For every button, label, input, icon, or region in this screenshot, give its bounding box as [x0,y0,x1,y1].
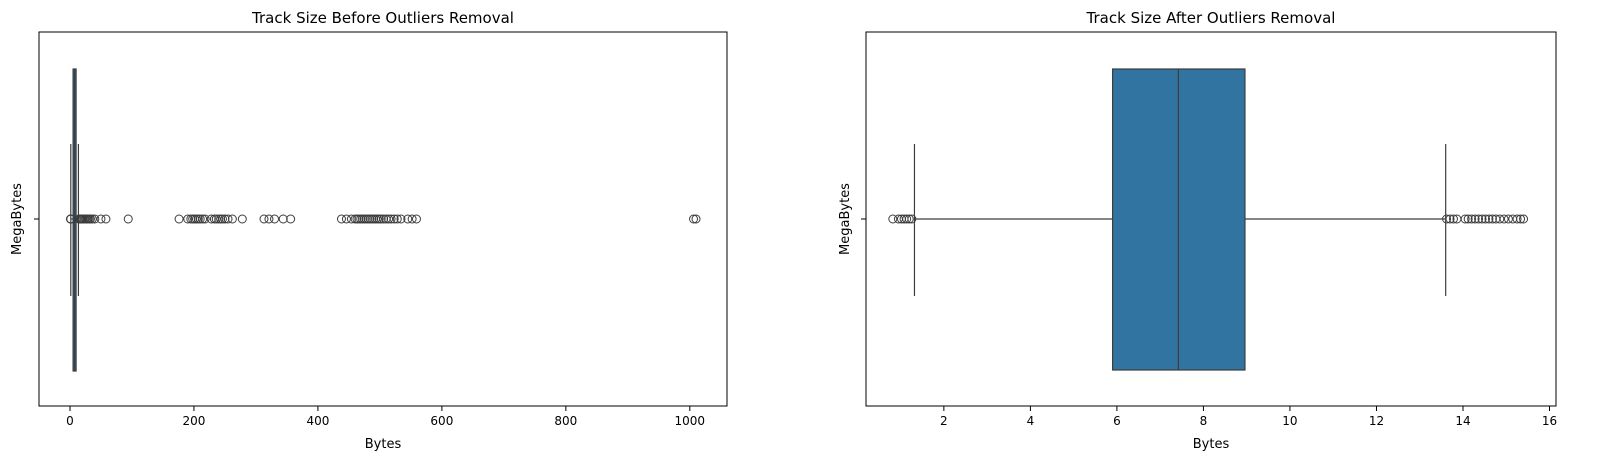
x-tick-label: 8 [1200,414,1208,428]
outlier-point [200,214,210,224]
plot-frame [38,31,728,407]
outlier-point [220,214,230,224]
outlier-point [1519,214,1529,224]
outlier-point [90,214,100,224]
outlier-point [270,214,280,224]
outlier-point [183,214,193,224]
outlier-point [1477,214,1487,224]
outlier-point [691,214,701,224]
outlier-point [376,214,386,224]
x-tick-label: 16 [1542,414,1557,428]
outlier-point [1503,214,1513,224]
outlier-point [379,214,389,224]
outlier-point [1445,214,1455,224]
outlier-point [384,214,394,224]
x-tick-label: 600 [430,414,453,428]
outlier-point [1470,214,1480,224]
x-tick-label: 400 [306,414,329,428]
x-tick-label: 12 [1369,414,1384,428]
x-tick-label: 14 [1455,414,1470,428]
x-tick-label: 2 [940,414,948,428]
outlier-point [396,214,406,224]
x-tick-label: 0 [66,414,74,428]
plot-marks: 0 200 400 600 800 1000 [34,68,706,428]
x-axis-label: Bytes [365,437,402,452]
outlier-point [1484,214,1494,224]
x-tick-label: 10 [1282,414,1297,428]
outlier-point [1474,214,1484,224]
outlier-point [174,214,184,224]
outlier-point [1448,214,1458,224]
outlier-point [1516,214,1526,224]
outlier-point [227,214,237,224]
outlier-point [392,214,402,224]
x-tick-label: 200 [183,414,206,428]
outlier-point [386,214,396,224]
outlier-point [286,214,296,224]
chart-after: Track Size After Outliers Removal Bytes … [838,9,1557,452]
outlier-point [1480,214,1490,224]
outlier-point [96,214,106,224]
outlier-point [217,214,227,224]
outlier-point [1467,214,1477,224]
x-axis-label: Bytes [1193,437,1230,452]
outlier-point [336,214,346,224]
outlier-point [278,214,288,224]
outlier-point [1487,214,1497,224]
outlier-point [206,214,216,224]
y-axis-label: MegaBytes [838,183,853,255]
chart-before: Track Size Before Outliers Removal Bytes… [10,9,728,452]
plot-marks: 2 4 6 8 10 12 14 16 [861,68,1557,428]
outlier-point [259,214,269,224]
outlier-point [1495,214,1505,224]
outlier-point [403,214,413,224]
outlier-point [389,214,399,224]
outlier-point [223,214,233,224]
outlier-point [1512,214,1522,224]
chart-title: Track Size After Outliers Removal [1086,9,1336,27]
x-tick-label: 4 [1027,414,1035,428]
outlier-point [264,214,274,224]
outlier-point [87,214,97,224]
chart-title: Track Size Before Outliers Removal [251,9,514,27]
outlier-point [237,214,247,224]
outlier-point [198,214,208,224]
outlier-point [195,214,205,224]
outlier-point [1463,214,1473,224]
outlier-point [1499,214,1509,224]
x-tick-label: 6 [1113,414,1121,428]
outlier-point [407,214,417,224]
outlier-point [101,214,111,224]
outlier-point [904,214,914,224]
outlier-point [902,214,912,224]
outlier-point [123,214,133,224]
outlier-point [888,214,898,224]
x-tick-label: 1000 [675,414,706,428]
outlier-point [411,214,421,224]
outlier-point [211,214,221,224]
x-tick-label: 800 [554,414,577,428]
y-axis-label: MegaBytes [10,183,25,255]
outlier-point [907,214,917,224]
plot-frame [865,31,1557,407]
outlier-point [1460,214,1470,224]
outlier-point [341,214,351,224]
outlier-point [689,214,699,224]
outlier-point [1442,214,1452,224]
outlier-point [346,214,356,224]
